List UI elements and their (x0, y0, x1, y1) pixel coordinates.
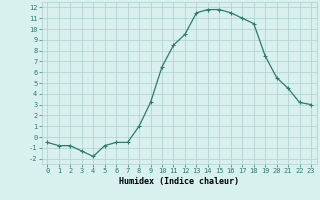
X-axis label: Humidex (Indice chaleur): Humidex (Indice chaleur) (119, 177, 239, 186)
